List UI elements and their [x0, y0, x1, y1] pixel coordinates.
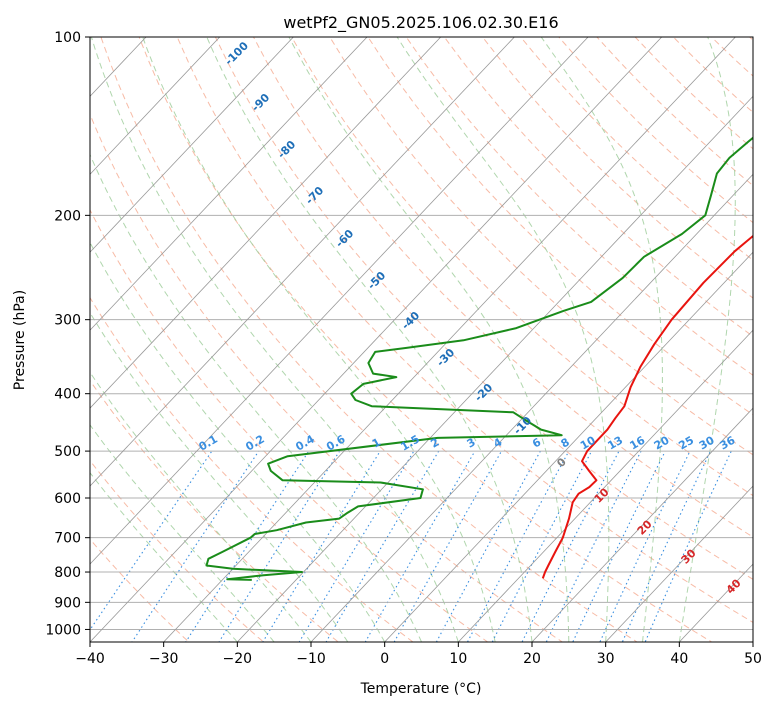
y-tick-label: 400: [54, 387, 81, 403]
y-tick-label: 800: [54, 565, 81, 581]
x-tick-label: −20: [223, 651, 253, 667]
x-axis-label: Temperature (°C): [360, 681, 482, 697]
x-tick-label: −30: [149, 651, 179, 667]
x-tick-label: −40: [75, 651, 105, 667]
y-axis-label: Pressure (hPa): [12, 290, 28, 390]
y-tick-label: 500: [54, 444, 81, 460]
x-tick-label: 30: [597, 651, 615, 667]
y-tick-label: 300: [54, 313, 81, 329]
y-tick-label: 200: [54, 208, 81, 224]
x-axis-ticks: −40 −30 −20 −10 0 10 20 30 40 50: [75, 642, 762, 667]
y-tick-label: 700: [54, 531, 81, 547]
y-tick-label: 900: [54, 595, 81, 611]
x-tick-label: −10: [296, 651, 326, 667]
y-axis-ticks: 100 200 300 400 500 600 700 800 900 1000: [45, 30, 90, 638]
y-tick-label: 600: [54, 491, 81, 507]
y-tick-label: 100: [54, 30, 81, 46]
plot-background: [90, 37, 753, 642]
x-tick-label: 40: [670, 651, 688, 667]
chart-title: wetPf2_GN05.2025.106.02.30.E16: [283, 13, 558, 33]
x-tick-label: 10: [449, 651, 467, 667]
x-tick-label: 0: [380, 651, 389, 667]
y-tick-label: 1000: [45, 622, 81, 638]
x-tick-label: 50: [744, 651, 762, 667]
x-tick-label: 20: [523, 651, 541, 667]
